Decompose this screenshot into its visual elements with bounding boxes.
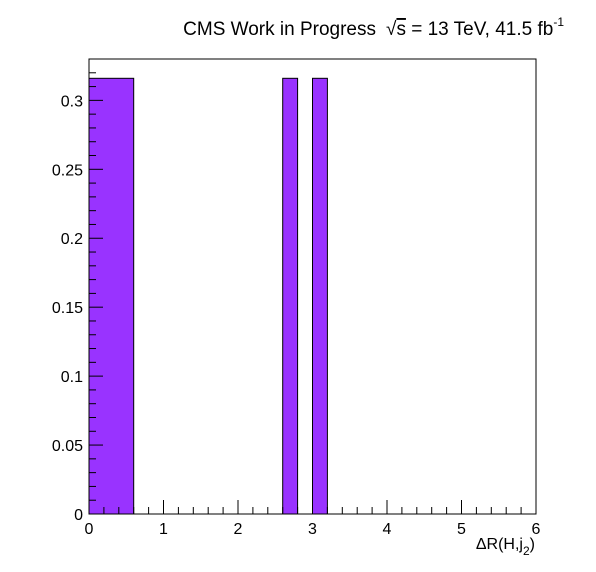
x-axis-label-main: ΔR(H,j bbox=[476, 536, 523, 553]
bars-layer bbox=[88, 77, 328, 515]
x-tick-label: 4 bbox=[383, 521, 392, 538]
x-tick-label: 6 bbox=[532, 521, 541, 538]
y-axis: 0 0.05 0.1 0.15 0.2 0.25 0.3 bbox=[52, 58, 103, 524]
sqrt-symbol: √ bbox=[386, 19, 397, 40]
title-lumi-exp: -1 bbox=[553, 15, 564, 29]
y-tick-label: 0.25 bbox=[52, 162, 83, 179]
y-tick-label: 0 bbox=[74, 507, 83, 524]
y-tick-label: 0.05 bbox=[52, 438, 83, 455]
sqrt-var: s bbox=[396, 19, 406, 40]
y-tick-label: 0.15 bbox=[52, 300, 83, 317]
x-tick-label: 2 bbox=[234, 521, 243, 538]
x-tick-label: 1 bbox=[159, 521, 168, 538]
x-axis-label: ΔR(H,j2) bbox=[476, 536, 535, 558]
x-tick-label: 5 bbox=[457, 521, 466, 538]
x-tick-label: 0 bbox=[85, 521, 94, 538]
y-tick-label: 0.1 bbox=[61, 369, 83, 386]
bar-2 bbox=[312, 77, 328, 515]
x-axis-label-close: ) bbox=[530, 536, 535, 553]
title-energy: = 13 TeV, 41.5 fb bbox=[406, 19, 553, 40]
x-axis-label-sub: 2 bbox=[523, 544, 530, 558]
x-tick-label: 3 bbox=[308, 521, 317, 538]
bar-0 bbox=[88, 77, 135, 515]
bar-1 bbox=[282, 77, 299, 515]
chart-title: CMS Work in Progress √s = 13 TeV, 41.5 fb… bbox=[183, 15, 564, 40]
title-prefix: CMS Work in Progress bbox=[183, 19, 376, 40]
y-tick-label: 0.2 bbox=[61, 231, 83, 248]
x-axis: 0 1 2 3 4 5 6 bbox=[85, 500, 541, 538]
y-tick-label: 0.3 bbox=[61, 93, 83, 110]
